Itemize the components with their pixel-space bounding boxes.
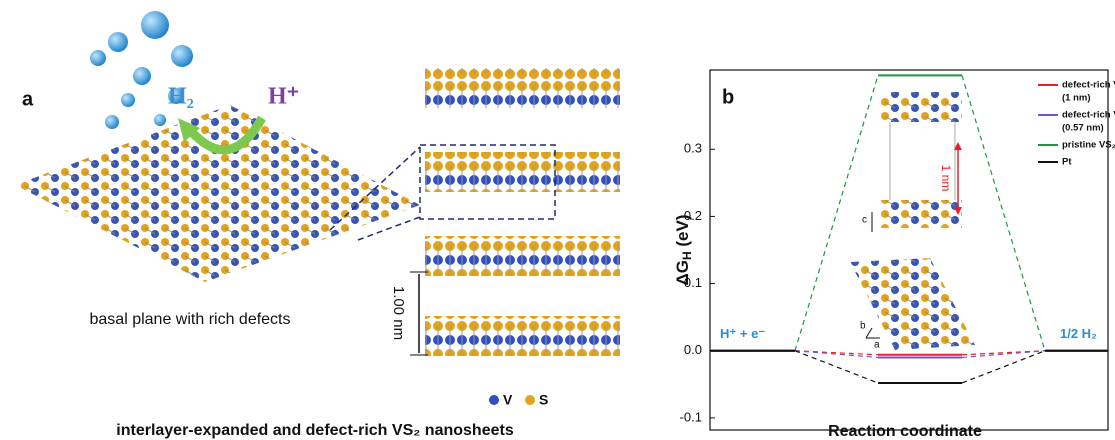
- connector: [962, 351, 1045, 355]
- y-tick-label: 0.0: [684, 342, 702, 357]
- h2-label: H₂: [168, 84, 194, 110]
- connector: [962, 75, 1045, 350]
- y-tick-label: 0.1: [684, 275, 702, 290]
- panel-b: b ΔGH (eV) Reaction coordinate 1 nm c b …: [673, 70, 1115, 440]
- category-label: H⁺ + e⁻: [720, 326, 765, 341]
- panel-a: a H₂ H⁺ basal plane with rich defects 1.…: [15, 11, 620, 439]
- y-tick-label: -0.1: [680, 409, 702, 424]
- axis-label: c: [862, 215, 867, 226]
- legend-label: (1 nm): [1062, 93, 1091, 104]
- legend-label: pristine VS₂: [1062, 140, 1115, 151]
- legend-label: (0.57 nm): [1062, 123, 1104, 134]
- bubbles: [90, 11, 193, 129]
- legend-label: V: [503, 392, 513, 408]
- axis-label: b: [860, 321, 866, 332]
- connector: [795, 75, 878, 350]
- caption: basal plane with rich defects: [90, 311, 291, 328]
- axis-label: a: [874, 340, 880, 351]
- inset-label: 1 nm: [939, 165, 953, 192]
- y-tick-label: 0.2: [684, 208, 702, 223]
- spacing-label: 1.00 nm: [390, 286, 407, 340]
- legend-label: Pt: [1062, 157, 1072, 168]
- legend-marker: [525, 395, 535, 405]
- caption: interlayer-expanded and defect-rich VS₂ …: [116, 422, 514, 439]
- connector: [795, 351, 878, 383]
- basal-plane: [15, 105, 420, 282]
- page: {"panel_a": {"label": "a", "h2": "H₂", "…: [0, 0, 1115, 440]
- y-tick-label: 0.3: [684, 141, 702, 156]
- panel-label: b: [722, 86, 734, 108]
- insets: 1 nm c b a: [850, 92, 975, 351]
- figure: a H₂ H⁺ basal plane with rich defects 1.…: [0, 0, 1115, 440]
- h-plus-label: H⁺: [268, 84, 299, 110]
- x-axis-label: Reaction coordinate: [828, 423, 982, 440]
- legend-label: defect-rich VS: [1062, 110, 1115, 121]
- layers: [425, 68, 620, 356]
- legend-marker: [489, 395, 499, 405]
- legend-label: defect-rich VS: [1062, 80, 1115, 91]
- connector: [795, 351, 878, 358]
- plot-frame: [710, 70, 1108, 430]
- connector: [962, 351, 1045, 383]
- legend-label: S: [539, 392, 548, 408]
- category-label: 1/2 H₂: [1060, 326, 1097, 341]
- panel-label: a: [22, 88, 34, 110]
